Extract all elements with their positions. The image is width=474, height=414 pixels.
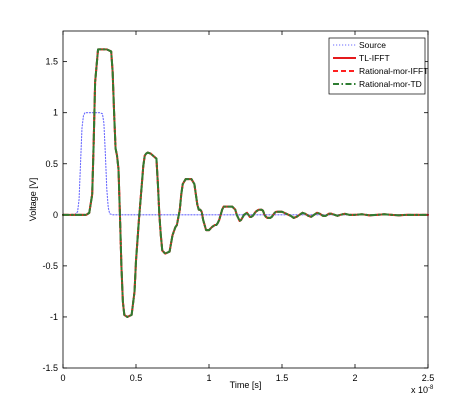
x-tick-label: 1 <box>206 373 211 383</box>
y-tick-label: -0.5 <box>42 261 58 271</box>
x-axis-multiplier-base: x 10 <box>411 385 428 395</box>
legend: Source TL-IFFT Rational-mor-IFFT Rational-m… <box>328 37 428 95</box>
y-axis-label: Voltage [V] <box>28 178 38 222</box>
plot-frame <box>62 30 429 369</box>
series-line-source <box>62 112 429 216</box>
series-lines <box>62 48 429 318</box>
legend-box <box>328 37 426 95</box>
y-tick-label: -1 <box>50 312 58 322</box>
x-tick-label: 1.5 <box>276 373 289 383</box>
x-axis-label: Time [s] <box>230 380 262 390</box>
axis-ticks: 0 0.5 1 1.5 2 2.5 -1.5 -1 -0.5 0 0.5 1 1.5 <box>42 31 434 383</box>
x-tick-label: 2 <box>352 373 357 383</box>
legend-label: Rational-mor-IFFT <box>359 66 428 76</box>
x-tick-label: 0.5 <box>130 373 143 383</box>
x-tick-label: 2.5 <box>422 373 435 383</box>
y-tick-label: 0.5 <box>45 159 58 169</box>
legend-label: Source <box>359 40 386 50</box>
y-tick-label: -1.5 <box>42 363 58 373</box>
x-tick-label: 0 <box>60 373 65 383</box>
x-axis-multiplier: x 10-8 <box>411 385 434 395</box>
y-tick-label: 1.5 <box>45 57 58 67</box>
legend-label: TL-IFFT <box>359 53 390 63</box>
series-line-rational-mor-td <box>62 48 429 318</box>
y-tick-label: 0 <box>53 210 58 220</box>
legend-label: Rational-mor-TD <box>359 79 422 89</box>
y-tick-label: 1 <box>53 108 58 118</box>
x-axis-multiplier-exponent: -8 <box>428 385 434 391</box>
